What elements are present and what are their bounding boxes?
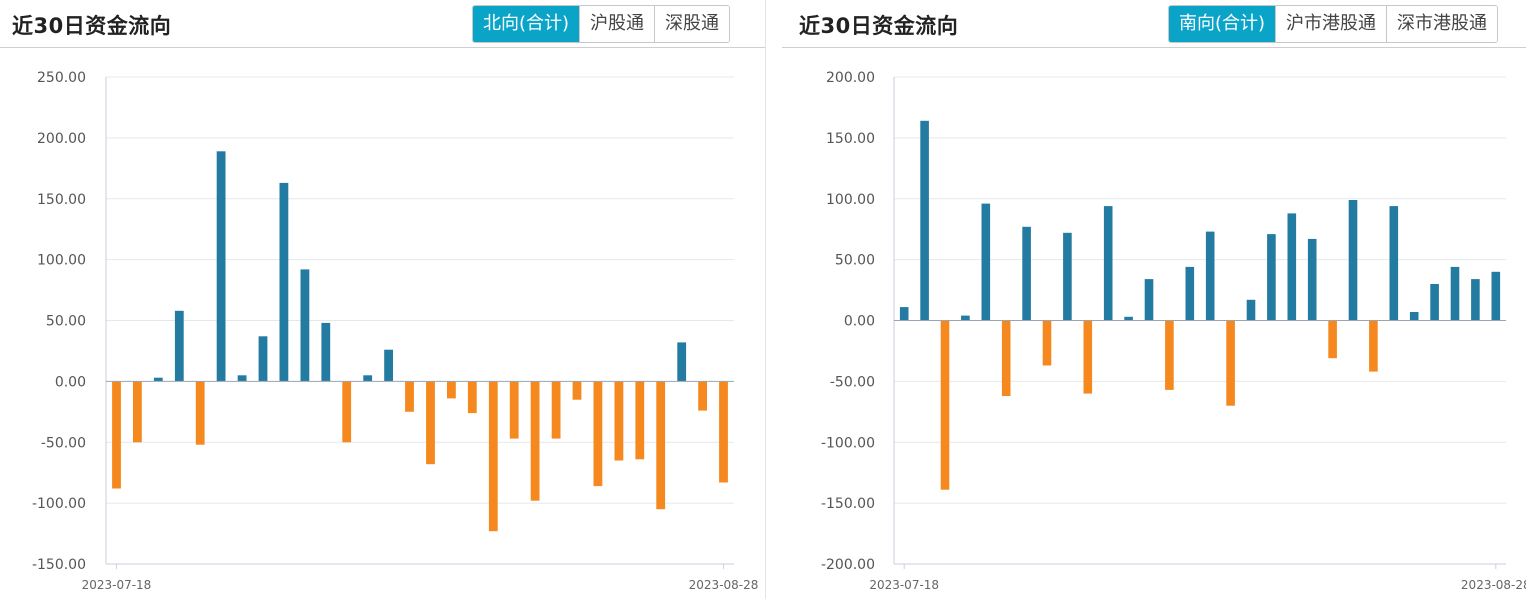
tab-north-total[interactable]: 北向(合计) — [473, 6, 580, 42]
bar — [279, 182, 289, 382]
bar — [467, 381, 477, 414]
x-start-date-label: 2023-07-18 — [869, 578, 939, 592]
bar — [300, 269, 310, 382]
bar — [112, 381, 121, 489]
bar — [981, 203, 991, 321]
bar — [1022, 226, 1031, 321]
north-flow-panel: 近30日资金流向 北向(合计) 沪股通 深股通 250.00 200.00 150.… — [0, 0, 765, 592]
y-tick-label: -50.00 — [41, 435, 86, 451]
bar — [899, 307, 909, 321]
tab-shenzhen-connect[interactable]: 深股通 — [654, 6, 730, 42]
panel-title: 近30日资金流向 — [12, 14, 172, 38]
y-tick-label: -100.00 — [32, 496, 86, 512]
bar — [405, 381, 414, 412]
bar — [530, 381, 540, 501]
bar — [1369, 320, 1378, 372]
bar — [1287, 213, 1297, 321]
y-tick-label: -150.00 — [821, 496, 875, 512]
bar — [1491, 271, 1501, 321]
panel-title: 近30日资金流向 — [799, 14, 959, 38]
panel-header: 近30日资金流向 南向(合计) 沪市港股通 深市港股通 — [782, 0, 1526, 48]
bar — [698, 381, 707, 411]
bar — [488, 381, 498, 532]
bar — [1246, 299, 1256, 321]
bar — [1124, 316, 1133, 321]
tab-shanghai-connect[interactable]: 沪股通 — [579, 6, 655, 42]
y-tick-label: 50.00 — [835, 253, 875, 269]
bar — [614, 381, 624, 461]
y-tick-label: -50.00 — [830, 374, 875, 390]
y-tick-label: 150.00 — [826, 131, 875, 147]
y-tick-label: 100.00 — [37, 253, 86, 269]
bar — [509, 381, 519, 439]
y-tick-label: -100.00 — [821, 435, 875, 451]
bar — [635, 381, 645, 460]
bar — [1409, 312, 1419, 321]
x-start-date-label: 2023-07-18 — [82, 578, 152, 592]
bar — [1471, 279, 1480, 321]
bar — [216, 151, 226, 382]
tab-shenzhen-hk-connect[interactable]: 深市港股通 — [1386, 6, 1498, 42]
bar — [1348, 200, 1358, 321]
bar — [1063, 232, 1072, 321]
bar — [133, 381, 142, 443]
bar — [551, 381, 561, 439]
bar — [1328, 320, 1337, 359]
bar — [1185, 266, 1195, 321]
bar — [321, 322, 331, 382]
panel-header: 近30日资金流向 北向(合计) 沪股通 深股通 — [0, 0, 765, 48]
bar — [961, 315, 970, 321]
bar — [1144, 279, 1154, 321]
bar — [1042, 320, 1052, 366]
bar — [1430, 284, 1439, 321]
bar — [656, 381, 666, 510]
y-tick-label: 250.00 — [37, 70, 86, 86]
bar — [1001, 320, 1011, 396]
bar — [153, 377, 163, 382]
bar — [677, 342, 687, 382]
bar — [195, 381, 205, 445]
south-flow-bar-chart: 200.00 150.00 100.00 50.00 0.00 -50.00 -100.00… — [821, 70, 1526, 592]
y-tick-label: 100.00 — [826, 192, 875, 208]
bar — [1083, 320, 1093, 394]
y-tick-label: 0.00 — [55, 374, 86, 390]
bar — [1205, 231, 1215, 321]
bar — [1450, 266, 1460, 321]
tab-shanghai-hk-connect[interactable]: 沪市港股通 — [1275, 6, 1387, 42]
bar — [920, 120, 929, 321]
y-tick-label: 50.00 — [46, 314, 86, 330]
bar — [1165, 320, 1174, 390]
x-end-date-label: 2023-08-28 — [689, 578, 759, 592]
y-tick-label: -150.00 — [32, 557, 86, 573]
bar — [719, 381, 728, 483]
tab-south-total[interactable]: 南向(合计) — [1169, 6, 1276, 42]
bar — [174, 310, 184, 382]
bar — [363, 375, 373, 382]
y-tick-label: 200.00 — [37, 131, 86, 147]
bar — [1389, 206, 1399, 321]
panel-divider — [765, 0, 766, 599]
tab-group: 北向(合计) 沪股通 深股通 — [472, 5, 731, 43]
y-tick-label: -200.00 — [821, 557, 875, 573]
bar — [342, 381, 352, 443]
bar — [384, 349, 393, 382]
bar — [593, 381, 603, 487]
north-flow-bar-chart: 250.00 200.00 150.00 100.00 50.00 0.00 -50.00 -… — [32, 70, 759, 592]
y-tick-label: 200.00 — [826, 70, 875, 86]
bar — [1226, 320, 1235, 406]
x-end-date-label: 2023-08-28 — [1461, 578, 1526, 592]
bar — [426, 381, 435, 465]
y-tick-label: 150.00 — [37, 192, 86, 208]
bar — [572, 381, 582, 400]
bar — [1307, 238, 1317, 321]
south-flow-panel: 近30日资金流向 南向(合计) 沪市港股通 深市港股通 200.00 150.00… — [782, 0, 1526, 599]
bar — [940, 320, 950, 490]
bar — [447, 381, 456, 399]
bar — [1267, 234, 1276, 321]
y-tick-label: 0.00 — [844, 314, 875, 330]
bar — [258, 336, 268, 382]
bar — [237, 375, 247, 382]
bar — [1103, 206, 1113, 321]
tab-group: 南向(合计) 沪市港股通 深市港股通 — [1168, 5, 1499, 43]
